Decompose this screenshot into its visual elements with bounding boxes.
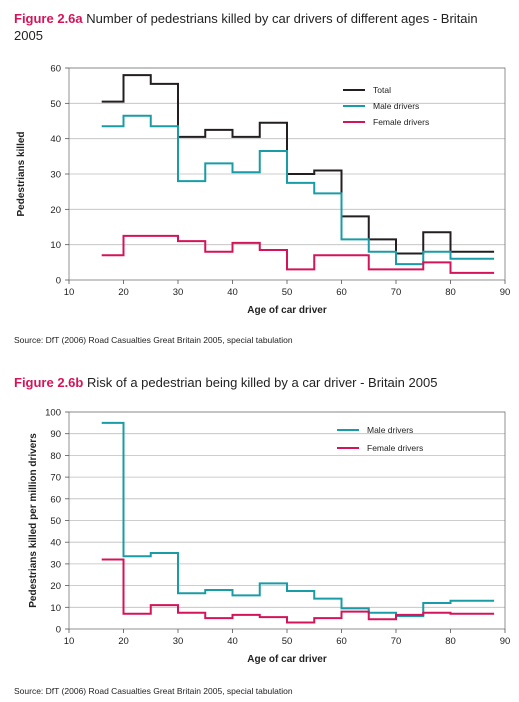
- figure-a-number: Figure 2.6a: [14, 11, 83, 26]
- y-tick-label: 0: [56, 276, 61, 287]
- y-tick-label: 50: [50, 516, 61, 527]
- figure-b-number: Figure 2.6b: [14, 375, 84, 390]
- y-tick-label: 20: [50, 581, 61, 592]
- y-tick-label: 90: [50, 429, 61, 440]
- x-tick-label: 60: [336, 287, 347, 298]
- y-axis-label: Pedestrians killed: [16, 131, 27, 216]
- x-axis-label: Age of car driver: [247, 654, 327, 665]
- y-tick-label: 60: [50, 64, 61, 75]
- x-tick-label: 60: [336, 636, 347, 647]
- x-tick-label: 80: [445, 636, 456, 647]
- series-line-female-drivers: [101, 234, 495, 274]
- legend-label: Male drivers: [367, 425, 413, 435]
- x-tick-label: 20: [118, 636, 129, 647]
- figure-a-source: Source: DfT (2006) Road Casualties Great…: [14, 335, 293, 345]
- x-tick-label: 90: [500, 636, 511, 647]
- x-tick-label: 40: [227, 636, 238, 647]
- y-tick-label: 0: [56, 625, 61, 636]
- y-axis-label: Pedestrians killed per million drivers: [28, 433, 39, 608]
- y-tick-label: 50: [50, 99, 61, 110]
- x-tick-label: 20: [118, 287, 129, 298]
- x-tick-label: 80: [445, 287, 456, 298]
- y-tick-label: 20: [50, 205, 61, 216]
- series-line-male-drivers: [101, 114, 495, 266]
- y-tick-label: 40: [50, 538, 61, 549]
- legend-label: Female drivers: [373, 117, 429, 127]
- figure-b-title: Figure 2.6b Risk of a pedestrian being k…: [14, 374, 509, 391]
- legend-label: Female drivers: [367, 443, 423, 453]
- x-tick-label: 40: [227, 287, 238, 298]
- y-tick-label: 60: [50, 494, 61, 505]
- legend-label: Total: [373, 85, 391, 95]
- y-tick-label: 10: [50, 603, 61, 614]
- legend-label: Male drivers: [373, 101, 419, 111]
- x-axis-label: Age of car driver: [247, 305, 327, 316]
- figure-a-title-text: Number of pedestrians killed by car driv…: [14, 11, 478, 43]
- figure-a-title: Figure 2.6a Number of pedestrians killed…: [14, 10, 509, 44]
- y-tick-label: 70: [50, 473, 61, 484]
- x-tick-label: 70: [391, 636, 402, 647]
- x-tick-label: 30: [173, 287, 184, 298]
- x-tick-label: 90: [500, 287, 511, 298]
- y-tick-label: 10: [50, 240, 61, 251]
- figure-b-title-text: Risk of a pedestrian being killed by a c…: [86, 375, 438, 390]
- series-line-male-drivers: [101, 421, 495, 617]
- y-tick-label: 30: [50, 170, 61, 181]
- x-tick-label: 50: [282, 636, 293, 647]
- y-tick-label: 100: [45, 408, 61, 419]
- series-line-total: [101, 74, 495, 255]
- y-tick-label: 30: [50, 559, 61, 570]
- x-tick-label: 10: [64, 287, 75, 298]
- series-line-female-drivers: [101, 558, 495, 624]
- x-tick-label: 10: [64, 636, 75, 647]
- x-tick-label: 70: [391, 287, 402, 298]
- figure-b-source: Source: DfT (2006) Road Casualties Great…: [14, 686, 293, 696]
- x-tick-label: 50: [282, 287, 293, 298]
- y-tick-label: 80: [50, 451, 61, 462]
- y-tick-label: 40: [50, 134, 61, 145]
- x-tick-label: 30: [173, 636, 184, 647]
